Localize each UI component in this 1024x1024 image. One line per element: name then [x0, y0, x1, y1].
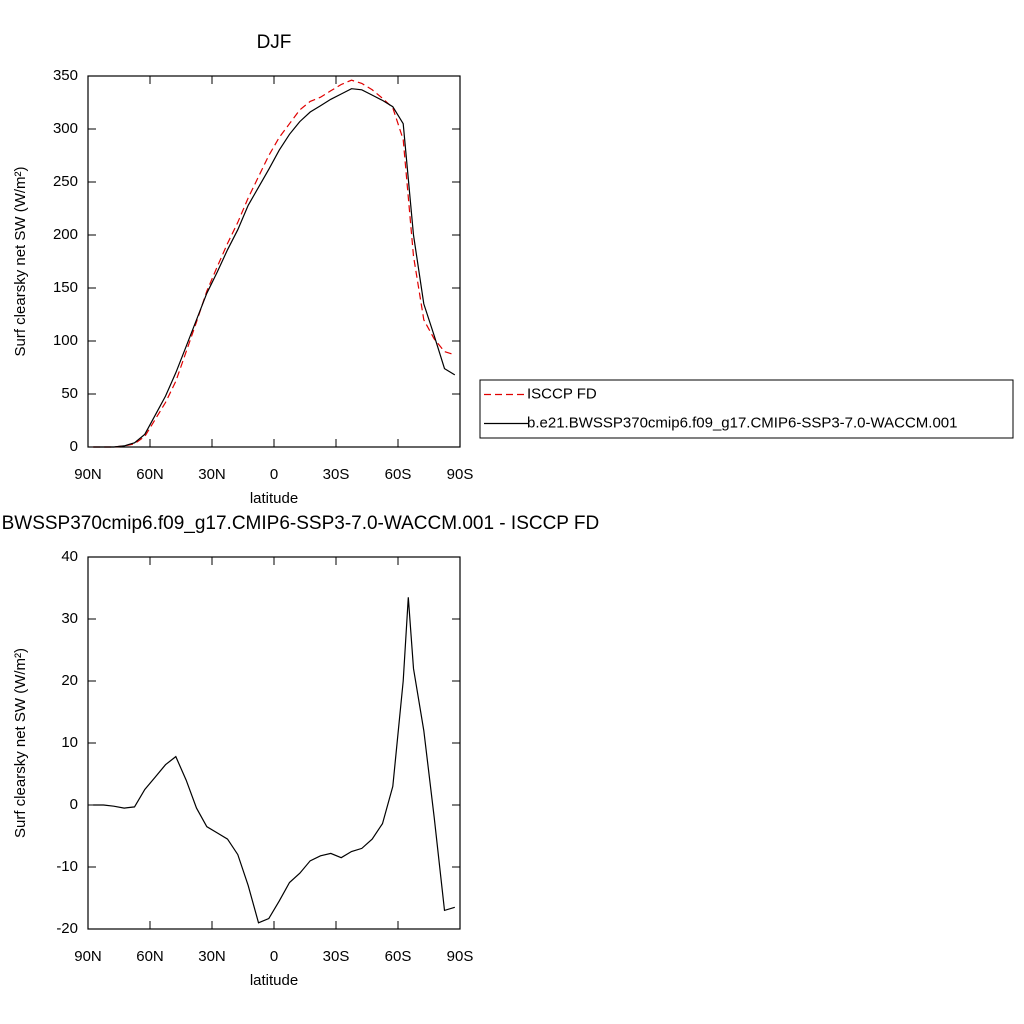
legend-box [479, 379, 1014, 439]
y-tick-label: 200 [53, 226, 78, 243]
y-axis-label: Surf clearsky net SW (W/m²) [12, 648, 29, 838]
y-tick-label: -10 [56, 858, 78, 875]
x-axis-label: latitude [250, 972, 298, 989]
x-tick-label: 30S [323, 466, 350, 483]
x-tick-label: 0 [270, 948, 278, 965]
y-tick-label: 150 [53, 279, 78, 296]
y-tick-label: 50 [61, 385, 78, 402]
y-tick-label: 100 [53, 332, 78, 349]
x-tick-label: 90N [74, 948, 102, 965]
y-tick-label: 10 [61, 734, 78, 751]
x-tick-label: 60S [385, 466, 412, 483]
y-tick-label: 40 [61, 548, 78, 565]
x-tick-label: 60N [136, 466, 164, 483]
plot-frame [87, 556, 461, 930]
y-tick-label: 300 [53, 120, 78, 137]
y-tick-label: 250 [53, 173, 78, 190]
plot-frame [87, 75, 461, 448]
legend: ISCCP FD b.e21.BWSSP370cmip6.f09_g17.CMIP… [479, 379, 1014, 439]
x-tick-label: 90S [447, 466, 474, 483]
x-tick-label: 90S [447, 948, 474, 965]
y-tick-label: 350 [53, 67, 78, 84]
y-tick-label: -20 [56, 920, 78, 937]
x-tick-label: 30S [323, 948, 350, 965]
y-tick-label: 30 [61, 610, 78, 627]
chart-title: b.e21.BWSSP370cmip6.f09_g17.CMIP6-SSP3-7… [0, 513, 599, 534]
x-tick-label: 0 [270, 466, 278, 483]
y-axis-label: Surf clearsky net SW (W/m²) [12, 166, 29, 356]
legend-label: b.e21.BWSSP370cmip6.f09_g17.CMIP6-SSP3-7… [527, 414, 957, 431]
data-line [93, 597, 455, 924]
x-tick-label: 30N [198, 948, 226, 965]
data-line [93, 79, 455, 448]
y-tick-label: 0 [70, 438, 78, 455]
y-tick-label: 20 [61, 672, 78, 689]
x-tick-label: 90N [74, 466, 102, 483]
legend-label: ISCCP FD [527, 385, 597, 402]
y-tick-label: 0 [70, 796, 78, 813]
x-tick-label: 30N [198, 466, 226, 483]
x-axis-label: latitude [250, 490, 298, 507]
data-line [93, 88, 456, 448]
x-tick-label: 60S [385, 948, 412, 965]
chart-title: DJF [257, 32, 292, 53]
x-tick-label: 60N [136, 948, 164, 965]
